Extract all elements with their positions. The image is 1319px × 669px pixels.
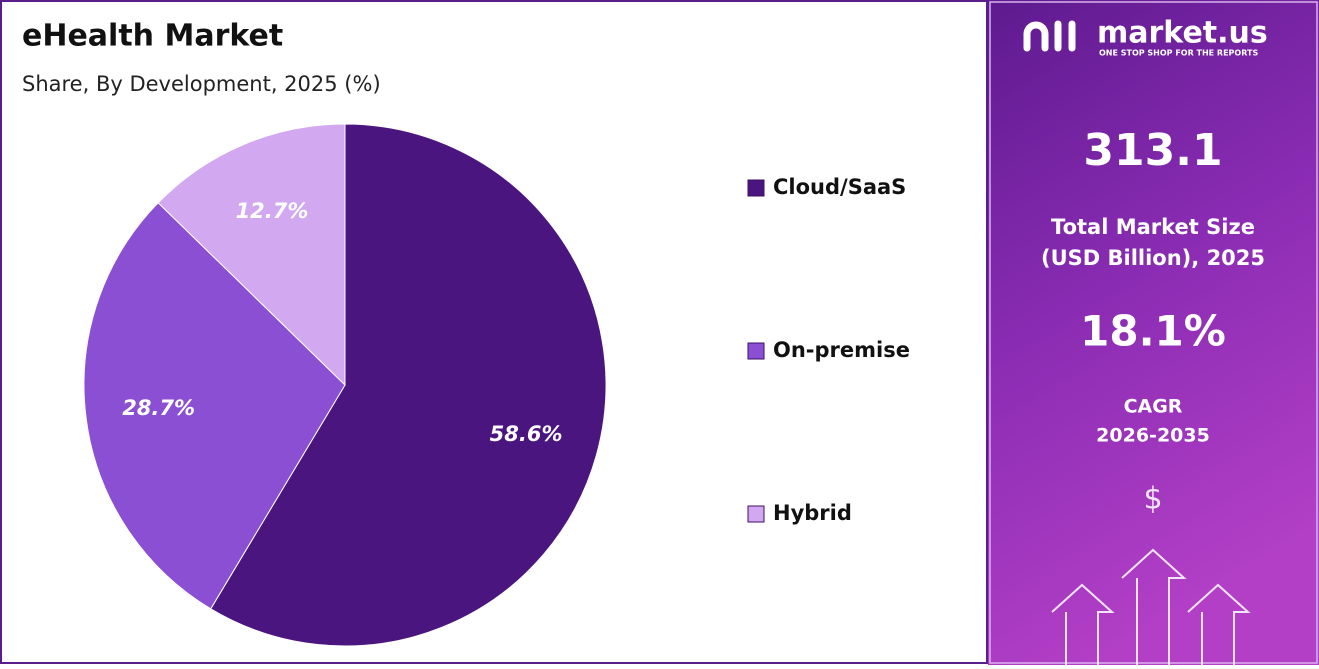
pie: 58.6% 28.7% 12.7% bbox=[83, 123, 607, 647]
pie-slice bbox=[83, 202, 346, 610]
chart-subtitle: Share, By Development, 2025 (%) bbox=[22, 72, 381, 96]
data-label: 58.6% bbox=[490, 422, 563, 446]
market-size-label: (USD Billion), 2025 bbox=[1041, 246, 1265, 270]
currency-icon: $ bbox=[1143, 482, 1162, 517]
data-label: 28.7% bbox=[122, 396, 195, 420]
pie-slice bbox=[157, 123, 346, 387]
legend-label: Hybrid bbox=[773, 501, 852, 525]
legend: Cloud/SaaS On-premise Hybrid bbox=[747, 175, 910, 525]
cagr-label: 2026-2035 bbox=[1096, 425, 1210, 447]
market-size: 313.1 bbox=[1083, 125, 1222, 176]
brand: market.us bbox=[1097, 16, 1268, 51]
legend-label: On-premise bbox=[773, 338, 910, 362]
cagr-label: CAGR bbox=[1124, 396, 1183, 418]
growth-arrows bbox=[1051, 548, 1251, 665]
cagr: 18.1% bbox=[1080, 307, 1226, 356]
tagline: ONE STOP SHOP FOR THE REPORTS bbox=[1099, 49, 1258, 58]
chart-title: eHealth Market bbox=[22, 19, 283, 54]
side-frame bbox=[989, 1, 1318, 664]
logo-icon bbox=[1023, 20, 1076, 52]
sidebar: market.us ONE STOP SHOP FOR THE REPORTS … bbox=[1023, 16, 1268, 665]
data-label: 12.7% bbox=[236, 199, 309, 223]
market-size-label: Total Market Size bbox=[1051, 215, 1255, 239]
legend-swatch bbox=[747, 179, 765, 197]
legend-swatch bbox=[747, 342, 765, 360]
legend-label: Cloud/SaaS bbox=[773, 175, 906, 199]
legend-swatch bbox=[747, 505, 765, 523]
side-panel bbox=[988, 0, 1319, 665]
pie-slice bbox=[210, 123, 607, 647]
